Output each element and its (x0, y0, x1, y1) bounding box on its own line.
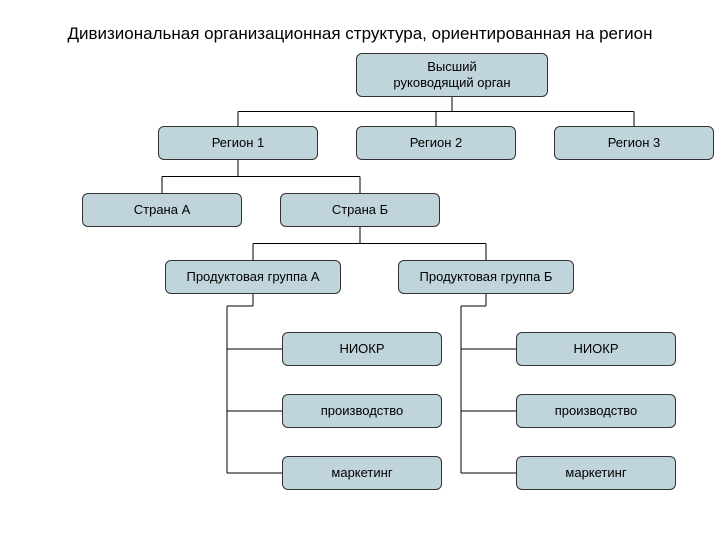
node-niokrA: НИОКР (282, 332, 442, 366)
node-region3: Регион 3 (554, 126, 714, 160)
node-pgB: Продуктовая группа Б (398, 260, 574, 294)
node-marketA: маркетинг (282, 456, 442, 490)
node-pgA: Продуктовая группа А (165, 260, 341, 294)
node-prodA: производство (282, 394, 442, 428)
node-marketB: маркетинг (516, 456, 676, 490)
node-countryA: Страна А (82, 193, 242, 227)
chart-title: Дивизиональная организационная структура… (0, 24, 720, 44)
node-region1: Регион 1 (158, 126, 318, 160)
node-top: Высшийруководящий орган (356, 53, 548, 97)
node-region2: Регион 2 (356, 126, 516, 160)
node-niokrB: НИОКР (516, 332, 676, 366)
node-countryB: Страна Б (280, 193, 440, 227)
node-prodB: производство (516, 394, 676, 428)
org-chart-canvas: Дивизиональная организационная структура… (0, 0, 720, 540)
